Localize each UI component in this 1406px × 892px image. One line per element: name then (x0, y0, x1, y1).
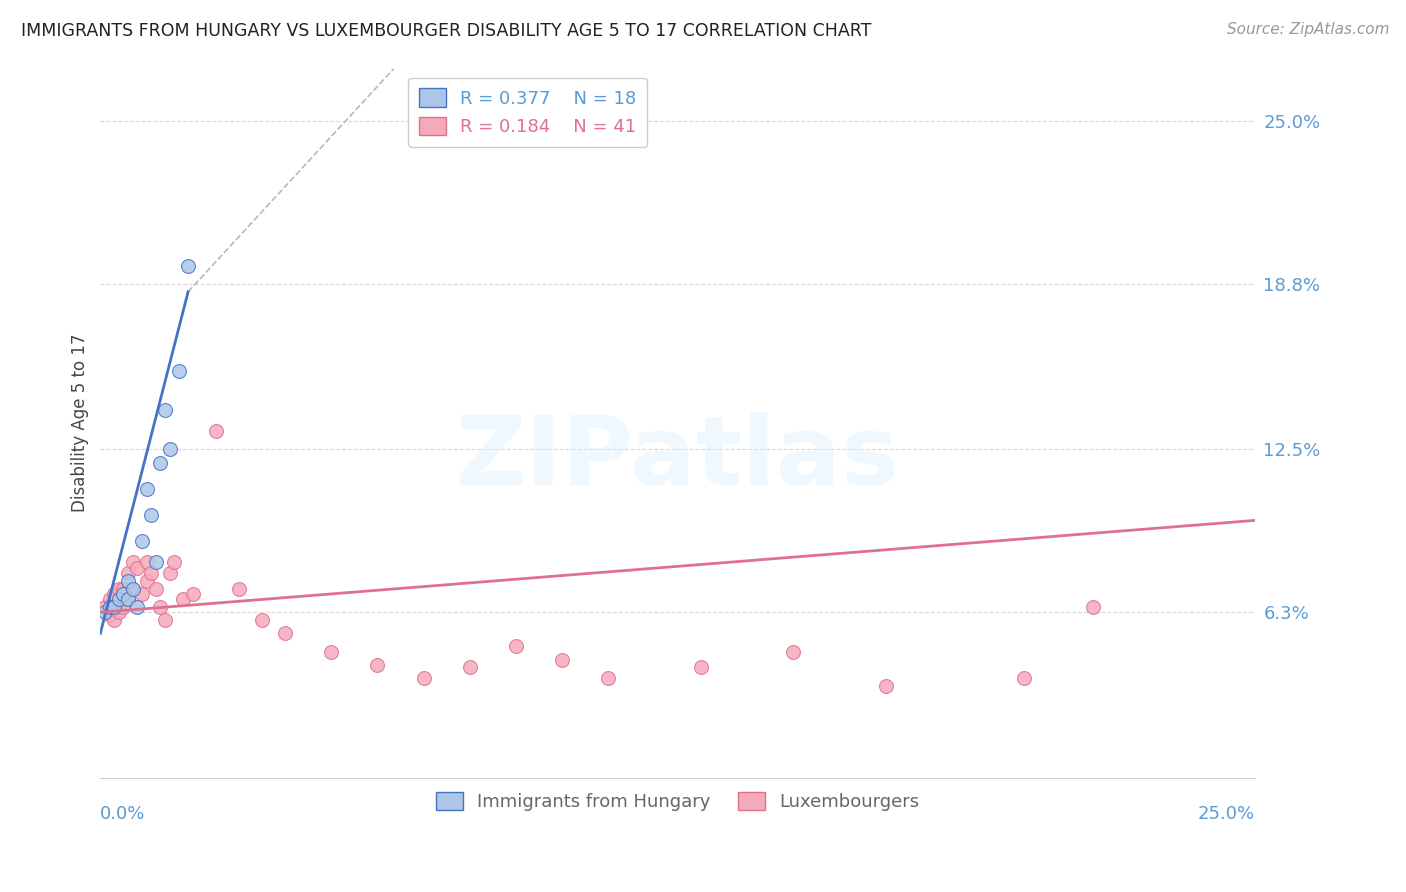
Text: IMMIGRANTS FROM HUNGARY VS LUXEMBOURGER DISABILITY AGE 5 TO 17 CORRELATION CHART: IMMIGRANTS FROM HUNGARY VS LUXEMBOURGER … (21, 22, 872, 40)
Point (98, 592, 121, 607)
Point (117, 566, 139, 580)
Point (103, 613, 125, 627)
Point (1083, 600, 1105, 615)
Point (875, 679, 897, 693)
Point (141, 508, 163, 522)
Point (127, 560, 149, 574)
Point (173, 592, 195, 607)
Point (135, 574, 157, 588)
Point (153, 613, 176, 627)
Point (274, 626, 297, 640)
Point (145, 582, 167, 596)
Point (121, 582, 143, 596)
Point (1012, 671, 1035, 685)
Point (159, 566, 181, 580)
Point (121, 582, 143, 596)
Point (366, 657, 388, 672)
Point (141, 566, 163, 580)
Point (112, 587, 135, 601)
Point (505, 640, 527, 654)
Point (131, 587, 153, 601)
Point (108, 592, 131, 607)
Text: 25.0%: 25.0% (1198, 805, 1256, 823)
Point (321, 645, 343, 659)
Point (551, 652, 574, 666)
Point (167, 364, 190, 378)
Point (177, 259, 200, 273)
Legend: Immigrants from Hungary, Luxembourgers: Immigrants from Hungary, Luxembourgers (429, 785, 927, 819)
Point (163, 555, 186, 569)
Point (135, 482, 157, 496)
Y-axis label: Disability Age 5 to 17: Disability Age 5 to 17 (72, 334, 89, 512)
Point (153, 403, 176, 417)
Point (121, 555, 143, 569)
Point (250, 613, 273, 627)
Point (598, 671, 620, 685)
Point (94, 600, 117, 615)
Point (159, 442, 181, 457)
Point (117, 592, 139, 607)
Point (149, 456, 172, 470)
Text: Source: ZipAtlas.com: Source: ZipAtlas.com (1226, 22, 1389, 37)
Point (228, 582, 250, 596)
Text: 0.0%: 0.0% (100, 805, 146, 823)
Point (135, 555, 157, 569)
Point (145, 555, 167, 569)
Point (689, 660, 711, 674)
Point (112, 582, 135, 596)
Point (94, 605, 117, 619)
Point (205, 424, 228, 438)
Text: ZIPatlas: ZIPatlas (456, 412, 900, 505)
Point (117, 592, 139, 607)
Point (98, 600, 121, 615)
Point (112, 600, 135, 615)
Point (458, 660, 481, 674)
Point (98, 607, 121, 622)
Point (127, 600, 149, 615)
Point (103, 600, 125, 615)
Point (108, 582, 131, 596)
Point (149, 600, 172, 615)
Point (412, 671, 434, 685)
Point (103, 587, 125, 601)
Point (108, 605, 131, 619)
Point (131, 534, 153, 549)
Point (782, 645, 804, 659)
Point (181, 587, 204, 601)
Point (117, 574, 139, 588)
